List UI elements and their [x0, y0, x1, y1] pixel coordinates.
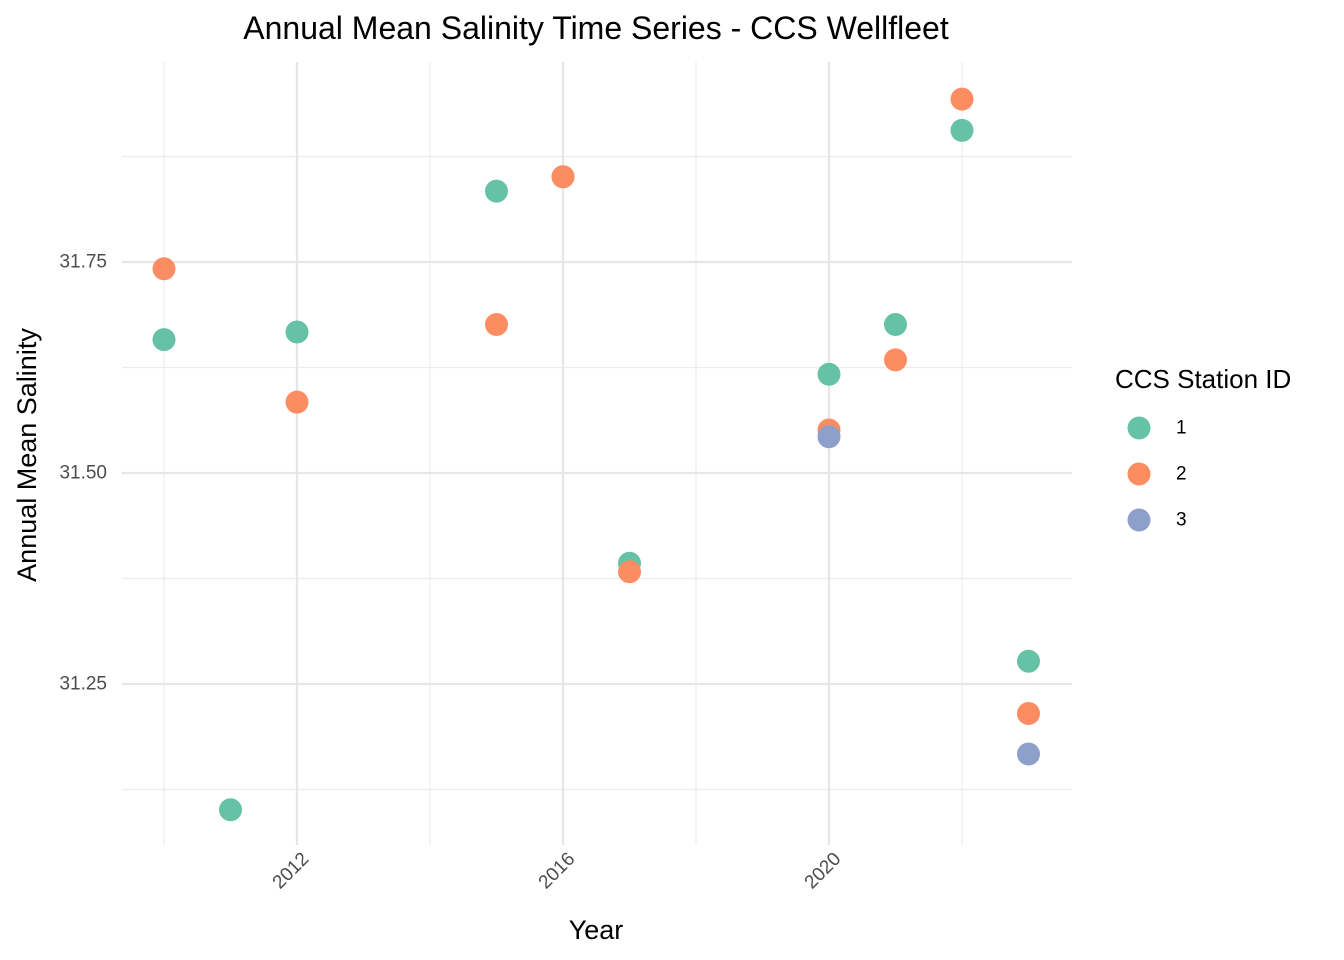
y-tick-label: 31.75	[59, 252, 107, 273]
data-point-station-2	[285, 390, 309, 414]
legend-title: CCS Station ID	[1115, 364, 1291, 394]
minor-gridlines-x	[163, 62, 963, 845]
x-tick-label: 2016	[535, 849, 580, 894]
data-point-station-2	[485, 312, 508, 336]
x-tick-label: 2012	[269, 849, 314, 894]
data-point-station-1	[219, 798, 242, 822]
data-point-station-1	[485, 179, 508, 203]
legend: CCS Station ID 1 2 3	[1115, 364, 1291, 532]
data-point-station-2	[1017, 702, 1040, 726]
data-point-station-2	[152, 257, 176, 281]
data-point-station-1	[285, 320, 309, 344]
y-axis-title: Annual Mean Salinity	[12, 328, 42, 582]
legend-key-station-2	[1127, 462, 1151, 486]
x-axis-title: Year	[569, 915, 624, 945]
data-point-station-1	[152, 328, 176, 352]
data-point-station-2	[884, 348, 907, 372]
data-points	[152, 87, 1040, 822]
legend-key-station-3	[1127, 508, 1151, 532]
y-tick-label: 31.25	[59, 674, 107, 695]
data-point-station-3	[817, 425, 841, 449]
chart-title: Annual Mean Salinity Time Series - CCS W…	[243, 10, 949, 46]
x-tick-label: 2020	[801, 849, 846, 894]
data-point-station-1	[950, 118, 974, 142]
y-axis-tick-labels: 31.25 31.50 31.75	[59, 252, 107, 695]
data-point-station-1	[1017, 649, 1040, 673]
major-gridlines-y	[122, 260, 1072, 686]
data-point-station-1	[817, 362, 841, 386]
major-gridlines-x	[295, 62, 831, 845]
legend-items: 1 2 3	[1127, 416, 1187, 532]
data-point-station-3	[1017, 742, 1040, 766]
y-tick-label: 31.50	[59, 463, 107, 484]
legend-label-station-3: 3	[1176, 510, 1187, 531]
legend-label-station-1: 1	[1176, 418, 1187, 439]
legend-key-station-1	[1127, 416, 1151, 440]
legend-label-station-2: 2	[1176, 464, 1187, 485]
data-point-station-2	[950, 87, 974, 111]
data-point-station-2	[618, 560, 641, 584]
minor-gridlines-y	[122, 155, 1072, 791]
data-point-station-1	[884, 312, 907, 336]
data-point-station-2	[551, 165, 575, 189]
x-axis-tick-labels: 2012 2016 2020	[269, 849, 846, 894]
